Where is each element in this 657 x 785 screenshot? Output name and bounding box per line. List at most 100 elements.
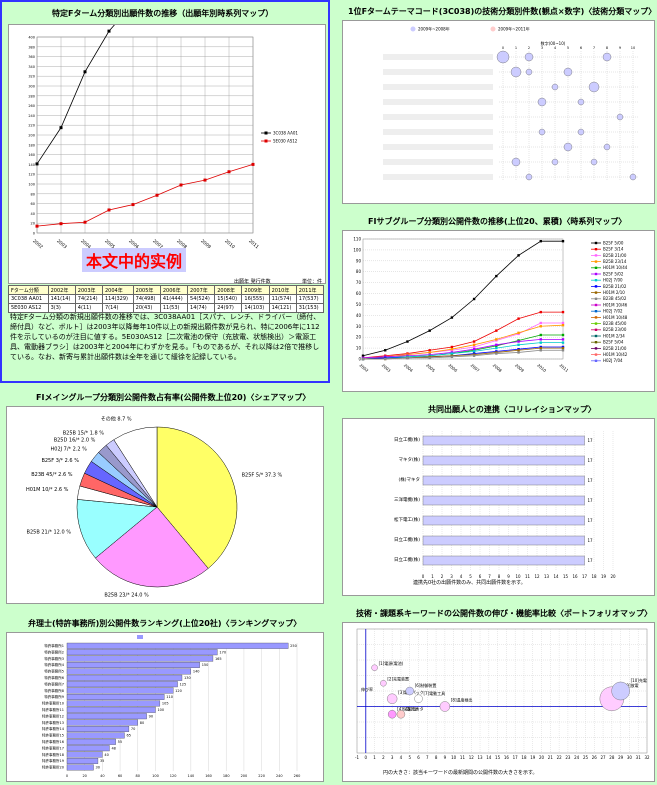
- category-label: 特許事務所14: [42, 726, 65, 731]
- column-label: 9: [619, 46, 621, 50]
- data-point: [251, 162, 255, 166]
- legend-marker: [594, 322, 598, 325]
- data-point: [495, 343, 498, 347]
- line-chart: 0 20 40 60 80 100 120 140 160 180 200 220 240 260 280 3…: [28, 0, 298, 250]
- category-label: 日立工機(株): [394, 436, 420, 443]
- bar: [422, 555, 585, 566]
- y-axis-label: 伸び率: [361, 686, 373, 692]
- x-tick-label: 20: [610, 574, 616, 579]
- y-tick-label: 20: [356, 335, 362, 340]
- x-tick-label: 25: [583, 755, 589, 760]
- value-label: 80: [140, 721, 144, 725]
- row-label-box: [383, 144, 493, 150]
- y-tick-label: 280: [28, 94, 35, 98]
- category-label: 特許事務所1: [44, 643, 64, 648]
- x-tick-label: 13: [544, 574, 550, 579]
- slice-label: B25D 16/* 2.0 %: [54, 437, 96, 443]
- legend-label: B25F 5/00: [603, 240, 624, 245]
- legend-marker: [594, 272, 598, 276]
- value-label: 250: [290, 644, 297, 648]
- chart-area: 0 1 2 3 4 5 6 7 8 9 10 11 12 13 14 15 16 17 18 19 20 日立工機(株) 1…: [342, 418, 655, 596]
- table-unit: 出願年 発行件数: [234, 279, 271, 285]
- data-point: [131, 203, 135, 207]
- value-label: 65: [127, 734, 131, 738]
- data-point: [406, 340, 409, 343]
- legend-marker: [594, 353, 598, 356]
- value-label: 130: [184, 676, 191, 680]
- data-point: [561, 239, 565, 243]
- y-tick-label: 380: [28, 45, 35, 49]
- legend-marker: [137, 635, 143, 639]
- bubble: [525, 68, 533, 76]
- plot-area: [362, 238, 564, 360]
- legend-marker: [594, 316, 598, 319]
- legend-label: H01M 10/44: [603, 265, 628, 270]
- table-cell: 141(14): [47, 294, 76, 304]
- data-point: [428, 351, 431, 354]
- y-tick-label: 90: [356, 258, 362, 263]
- table-unit-label: 単位：件: [302, 279, 323, 285]
- table-header-cell: 2009年: [241, 285, 270, 295]
- legend-marker: [594, 303, 598, 307]
- slice-label: B25B 15/* 1.8 %: [63, 430, 104, 436]
- series-line: [362, 338, 563, 359]
- description-paragraph: 特定Fターム分類の新規出願件数の推移では、3C038AA01［スパナ、レンチ、ド…: [10, 313, 321, 361]
- bar: [66, 662, 200, 668]
- y-tick-label: 0: [33, 232, 35, 236]
- bubble: [496, 50, 510, 64]
- legend-label: 2009年~2008年: [418, 26, 450, 32]
- table-cell: 74(214): [74, 294, 103, 304]
- x-tick-label: 24: [574, 755, 580, 760]
- x-tick-label: 0: [422, 574, 425, 579]
- legend-marker: [594, 260, 598, 263]
- legend-label: H02J 7/02: [603, 309, 623, 314]
- chart-area: 0 10 20 30 40 50 60 70 80 90 100 110 2002 2003 2004 200…: [342, 230, 655, 392]
- slice-label: H01M 10/* 2.6 %: [26, 487, 69, 493]
- bubble: [538, 128, 546, 136]
- chart-area: B25F 5/* 37.3 % B25B 23/* 24.0 % B25B 21/*…: [6, 406, 324, 604]
- x-tick-label: 2010: [223, 238, 236, 250]
- bar: [422, 535, 585, 546]
- data-point: [59, 222, 63, 226]
- table-cell: 16(555): [241, 294, 270, 304]
- data-point: [495, 338, 498, 341]
- data-point: [384, 357, 387, 361]
- x-tick-label: 21: [548, 755, 554, 760]
- x-tick-label: 28: [609, 755, 615, 760]
- value-label: 17: [588, 458, 594, 463]
- data-point: [472, 350, 476, 353]
- x-tick-label: 60: [118, 774, 122, 778]
- value-label: 17: [588, 478, 594, 483]
- data-point: [561, 310, 565, 314]
- x-tick-label: 20: [539, 755, 545, 760]
- value-label: 17: [588, 538, 594, 543]
- x-tick-label: 29: [618, 755, 624, 760]
- slice-label: B23B 45/* 2.6 %: [31, 472, 72, 478]
- x-tick-label: -1: [355, 755, 359, 760]
- table-cell: 41(444): [159, 294, 189, 304]
- bubble: [414, 694, 423, 703]
- value-label: 30: [96, 766, 100, 770]
- y-tick-label: 220: [28, 124, 35, 128]
- y-tick-label: 50: [356, 302, 362, 307]
- category-label: 特許事務所15: [42, 733, 64, 738]
- row-label-box: [383, 69, 493, 75]
- panel-share: FIメイングループ分類別公開件数占有率(公開件数上位20)〈シェアマップ〉 B2…: [0, 386, 330, 606]
- legend-marker: [594, 248, 598, 251]
- table-header-row: Fターム分類 2002年 2003年 2004年 2005年 2006年 2007年 2008…: [8, 285, 325, 295]
- data-point: [428, 329, 431, 332]
- value-label: 17: [588, 438, 594, 443]
- data-point: [539, 341, 542, 344]
- legend-label: H01M 2/34: [603, 333, 625, 338]
- x-tick-label: 11: [525, 574, 531, 579]
- x-tick-label: 4: [460, 574, 463, 579]
- row-label-box: [383, 159, 493, 165]
- panel-title: 共同出願人との連携〈コリレイションマップ〉: [428, 405, 596, 414]
- legend-marker: [594, 266, 598, 269]
- bubble-label: [4]保護回路: [397, 705, 419, 711]
- value-label: 150: [202, 663, 209, 667]
- y-tick-label: 360: [28, 55, 35, 59]
- legend-label: B25B 21/00: [603, 253, 627, 258]
- table-header-cell: 2008年: [214, 285, 243, 295]
- bubble: [405, 686, 414, 696]
